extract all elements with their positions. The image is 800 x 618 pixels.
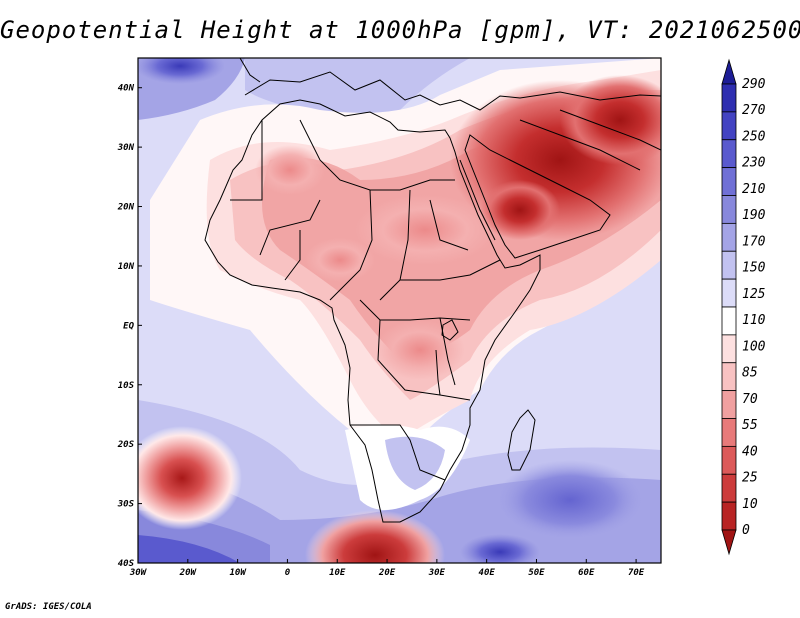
colorbar-label: 210 <box>742 182 766 197</box>
coastlines <box>204 58 661 523</box>
lon-tick-label: 20W <box>179 568 198 578</box>
colorbar-label: 290 <box>742 77 766 92</box>
colorbar-swatch <box>721 306 737 336</box>
lon-axis: 30W 20W 10W 0 10E 20E 30E 40E 50E 60E 70E <box>129 559 645 578</box>
colorbar-label: 125 <box>742 287 766 302</box>
contour-field <box>138 58 661 563</box>
colorbar-swatch <box>721 250 737 280</box>
colorbar-label: 70 <box>742 392 758 407</box>
lon-tick-label: 70E <box>628 568 645 578</box>
lat-axis: 40N 30N 20N 10N EQ 10S 20S 30S 40S <box>117 84 142 569</box>
colorbar-swatch <box>721 83 737 113</box>
lon-tick-label: 60E <box>578 568 595 578</box>
colorbar-swatch <box>721 390 737 419</box>
colorbar-label: 55 <box>742 418 758 433</box>
lon-tick-label: 50E <box>528 568 545 578</box>
colorbar-top-arrow <box>721 58 737 85</box>
lat-tick-label: 40S <box>118 559 135 569</box>
colorbar-label: 150 <box>742 261 766 276</box>
colorbar-swatch <box>721 473 737 503</box>
colorbar-label: 25 <box>742 471 758 486</box>
lon-tick-label: 30W <box>129 568 148 578</box>
lat-tick-label: 20N <box>117 203 135 213</box>
colorbar-label: 100 <box>742 339 766 354</box>
lat-tick-label: 40N <box>118 84 135 94</box>
colorbar-label: 250 <box>742 129 766 144</box>
colorbar-label: 190 <box>742 208 766 223</box>
colorbar-label: 170 <box>742 234 766 249</box>
colorbar-bottom-arrow <box>721 529 737 556</box>
lat-tick-label: 10S <box>118 381 135 391</box>
lon-tick-label: 10E <box>329 568 346 578</box>
colorbar-label: 110 <box>742 313 766 328</box>
lat-tick-label: 30S <box>117 500 135 510</box>
grads-credit: GrADS: IGES/COLA <box>5 602 92 612</box>
lon-tick-label: 10W <box>229 568 247 578</box>
colorbar-label: 40 <box>742 444 758 459</box>
lon-tick-label: 20E <box>378 568 396 578</box>
lon-tick-label: 0 <box>285 568 291 578</box>
colorbar-swatch <box>721 334 737 364</box>
colorbar-swatch <box>721 167 737 196</box>
lat-tick-label: 30N <box>117 143 135 153</box>
colorbar-label: 270 <box>742 103 766 118</box>
colorbar-swatch <box>721 139 737 169</box>
colorbar-label: 230 <box>742 156 766 171</box>
colorbar-swatch <box>721 222 737 252</box>
colorbar-label: 85 <box>742 366 758 381</box>
colorbar-swatch <box>721 501 737 531</box>
lat-tick-label: 10N <box>118 262 135 272</box>
lon-tick-label: 30E <box>428 568 446 578</box>
colorbar-swatch <box>721 445 737 475</box>
map-frame <box>137 57 662 564</box>
colorbar-swatch <box>721 195 737 224</box>
colorbar-swatch <box>721 278 737 308</box>
colorbar-label: 10 <box>742 497 758 512</box>
chart-title: Geopotential Height at 1000hPa [gpm], VT… <box>0 16 800 44</box>
colorbar: 2902702502302101901701501251101008570554… <box>721 58 766 556</box>
colorbar-swatch <box>721 111 737 141</box>
colorbar-swatch <box>721 418 737 447</box>
colorbar-label: 0 <box>742 523 750 538</box>
lat-tick-label: 20S <box>117 440 135 450</box>
lat-tick-label: EQ <box>123 321 134 331</box>
lon-tick-label: 40E <box>479 568 496 578</box>
colorbar-swatch <box>721 362 737 392</box>
